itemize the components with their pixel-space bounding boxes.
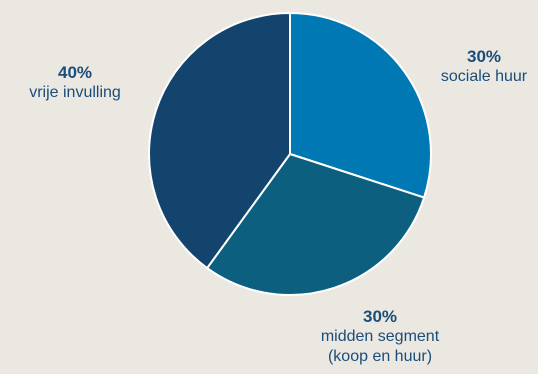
slice-name-midden-segment-line1: midden segment [320, 328, 440, 345]
slice-name-midden-segment-line2: (koop en huur) [327, 348, 433, 365]
slice-label-midden-segment: 30% midden segment (koop en huur) [285, 307, 475, 367]
slice-percent-sociale-huur: 30% [466, 47, 502, 66]
slice-label-vrije-invulling: 40% vrije invulling [0, 63, 155, 103]
slice-name-vrije-invulling: vrije invulling [29, 84, 121, 101]
slice-percent-midden-segment: 30% [362, 307, 398, 326]
slice-percent-vrije-invulling: 40% [57, 63, 93, 82]
pie-slice-midden-segment [206, 153, 426, 296]
pie-slice-sociale-huur [289, 12, 432, 199]
pie-slice-vrije-invulling [148, 12, 291, 270]
slice-label-sociale-huur: 30% sociale huur [414, 47, 538, 87]
slice-name-sociale-huur: sociale huur [440, 68, 528, 85]
